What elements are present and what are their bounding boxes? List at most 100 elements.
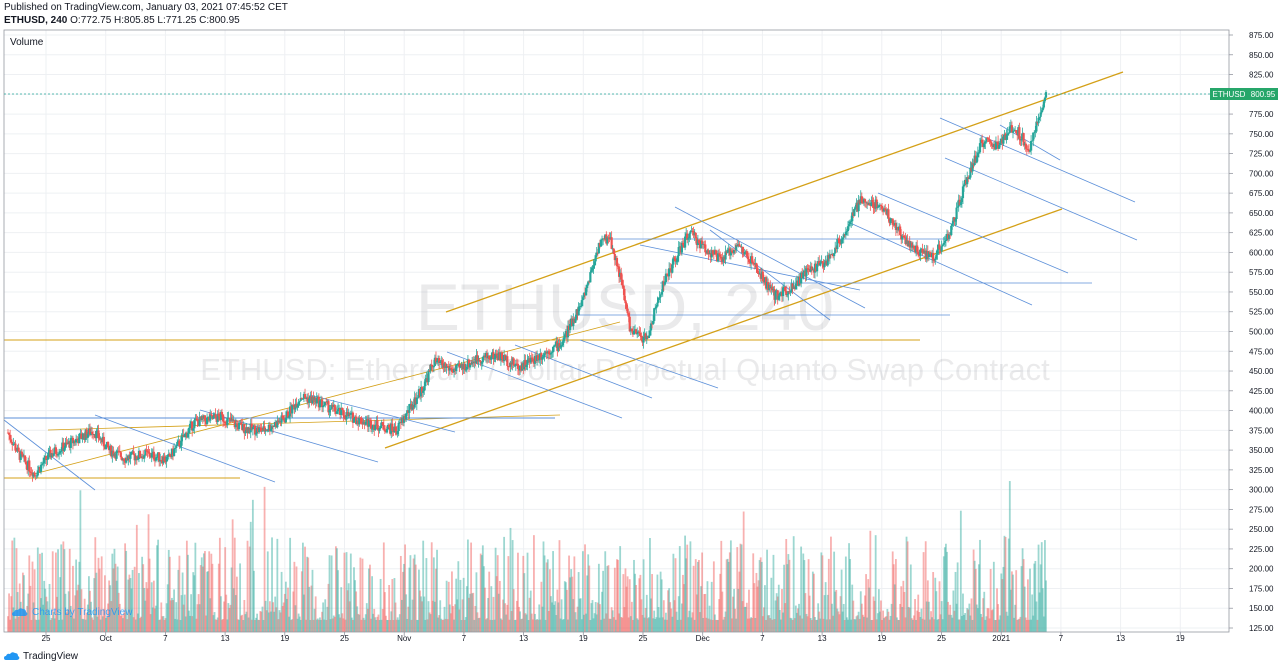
candle-body — [777, 295, 780, 300]
volume-bar — [477, 618, 480, 632]
volume-bar — [509, 527, 512, 632]
candle-body — [590, 270, 593, 273]
candle-body — [716, 253, 720, 262]
volume-bar — [237, 619, 239, 632]
volume-bar — [165, 603, 168, 632]
volume-bar — [463, 619, 466, 632]
candle-body — [892, 224, 895, 226]
volume-bar — [1025, 619, 1028, 632]
candle-body — [901, 235, 904, 240]
candle-body — [9, 434, 12, 440]
candle-body — [318, 400, 322, 408]
volume-bar — [83, 598, 86, 632]
volume-bar — [805, 613, 808, 632]
volume-bar — [723, 616, 726, 632]
volume-bar — [239, 563, 241, 632]
volume-bar — [159, 619, 162, 632]
volume-bar — [670, 608, 673, 632]
candle-body — [599, 239, 603, 247]
volume-bar — [926, 580, 929, 632]
volume-bar — [202, 553, 205, 632]
candle-body — [850, 221, 853, 223]
candle-body — [577, 306, 580, 316]
price-badge-value: 800.95 — [1251, 90, 1276, 99]
volume-bar — [63, 549, 66, 632]
candle-body — [847, 224, 851, 227]
candle-body — [648, 330, 652, 336]
volume-bar — [735, 618, 738, 632]
volume-bar — [872, 596, 875, 632]
volume-bar — [617, 559, 619, 632]
volume-bar — [847, 619, 849, 632]
candle-body — [938, 244, 941, 250]
price-tick-label: 750.00 — [1249, 130, 1274, 139]
volume-bar — [767, 615, 770, 632]
volume-bar — [79, 490, 82, 632]
candle-body — [987, 138, 990, 140]
volume-bar — [956, 562, 959, 632]
volume-bar — [1011, 571, 1013, 632]
volume-bar — [281, 606, 284, 632]
volume-bar — [15, 548, 18, 632]
volume-bar — [584, 544, 586, 632]
candle-body — [732, 249, 736, 254]
volume-bar — [188, 610, 190, 632]
volume-bar — [852, 600, 855, 632]
trendline — [384, 208, 1063, 449]
volume-bar — [410, 619, 413, 632]
volume-bar — [571, 576, 574, 632]
volume-bar — [714, 614, 716, 632]
candle-body — [675, 261, 678, 263]
volume-bar — [661, 617, 664, 632]
candle-body — [459, 366, 462, 368]
candle-body — [91, 431, 94, 434]
volume-bar — [943, 547, 946, 632]
volume-bar — [591, 600, 594, 632]
volume-bar — [688, 610, 691, 632]
volume-bar — [255, 617, 257, 632]
candle-body — [757, 272, 760, 274]
volume-bar — [517, 552, 519, 632]
candle-body — [861, 202, 864, 204]
volume-bar — [296, 618, 299, 632]
volume-bar — [754, 617, 757, 632]
volume-bar — [685, 558, 688, 632]
volume-bar — [635, 585, 638, 632]
volume-bar — [423, 596, 426, 632]
candle-body — [540, 353, 543, 360]
volume-bar — [951, 617, 954, 632]
footer-brand: TradingView — [4, 651, 78, 662]
candle-body — [432, 365, 435, 368]
volume-bar — [337, 570, 339, 632]
volume-bar — [589, 619, 592, 632]
volume-bar — [992, 561, 995, 632]
volume-bar — [500, 618, 502, 632]
volume-bar — [29, 585, 32, 632]
volume-bar — [1007, 538, 1010, 632]
candle-body — [719, 254, 722, 257]
candle-body — [1007, 132, 1010, 134]
candle-body — [80, 433, 83, 439]
volume-bar — [371, 576, 373, 632]
volume-bar — [48, 583, 51, 632]
volume-bar — [246, 540, 249, 632]
candle-body — [324, 401, 327, 406]
volume-bar — [277, 619, 280, 632]
volume-bar — [523, 573, 526, 632]
candle-body — [845, 231, 849, 232]
volume-bar — [315, 619, 318, 632]
candle-body — [823, 263, 826, 268]
volume-bar — [353, 567, 355, 632]
volume-bar — [393, 578, 396, 632]
volume-bar — [701, 552, 704, 632]
volume-bar — [317, 619, 320, 632]
volume-bar — [280, 571, 283, 632]
candle-body — [879, 204, 883, 206]
volume-bar — [51, 551, 54, 632]
volume-bar — [949, 604, 952, 632]
volume-bar — [503, 536, 506, 632]
volume-bar — [652, 618, 655, 632]
candle-body — [560, 345, 563, 346]
volume-bar — [389, 619, 392, 632]
